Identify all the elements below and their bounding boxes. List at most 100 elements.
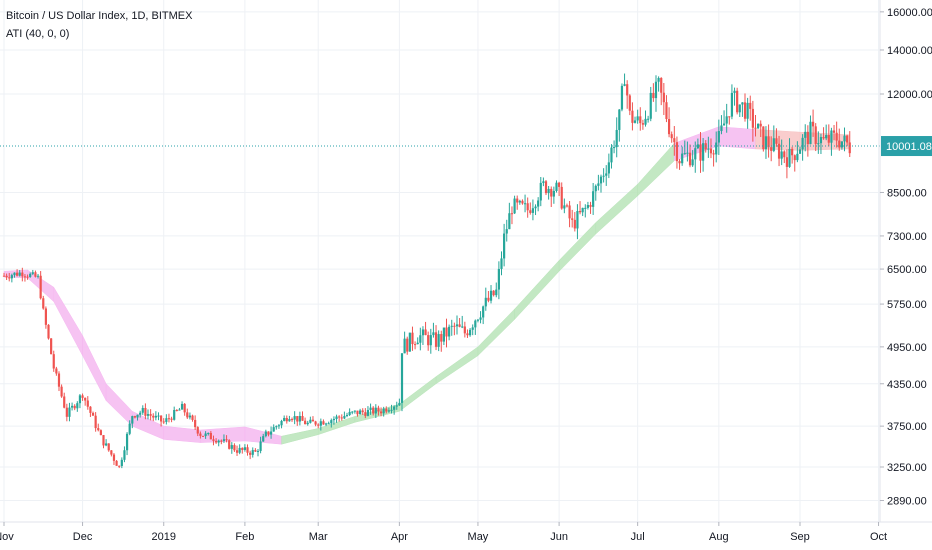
candle <box>141 405 144 415</box>
candle <box>450 319 453 336</box>
symbol-title: Bitcoin / US Dollar Index, 1D, BITMEX <box>6 10 193 22</box>
candle <box>767 124 770 158</box>
candle <box>81 393 84 401</box>
candle <box>220 439 223 445</box>
candle <box>843 127 846 152</box>
candle <box>403 331 406 354</box>
candle <box>382 406 385 417</box>
candle <box>641 119 644 130</box>
candle <box>175 409 178 412</box>
candle <box>607 153 610 179</box>
candle <box>296 416 299 426</box>
y-tick-label: 12000.00 <box>887 89 932 101</box>
candle <box>50 337 53 355</box>
candle <box>783 150 786 164</box>
candle <box>91 411 95 416</box>
candle <box>801 134 804 161</box>
time-axis[interactable]: Nov Dec 2019 Feb Mar Apr May Jun Jul Aug Sep Oct <box>0 522 887 543</box>
candle <box>563 198 566 214</box>
candle <box>521 199 524 205</box>
candle <box>152 413 155 422</box>
x-tick-label: Dec <box>73 531 93 543</box>
candle <box>437 330 440 352</box>
candle <box>764 126 768 159</box>
candle <box>379 407 383 417</box>
candle <box>105 439 108 447</box>
candle <box>848 131 851 158</box>
candle <box>52 350 55 372</box>
price-axis[interactable]: 16000.00 14000.00 12000.00 10001.08 8500.00 7… <box>880 7 932 508</box>
candle <box>359 408 362 415</box>
candle <box>728 116 731 125</box>
last-price-badge <box>881 136 932 157</box>
x-tick-label: May <box>468 531 489 543</box>
x-tick-label: Nov <box>0 531 14 543</box>
candle <box>730 84 734 120</box>
candle <box>686 141 689 162</box>
ati-band <box>3 126 850 445</box>
candle <box>180 401 184 410</box>
candle <box>314 420 317 427</box>
candle <box>497 261 500 300</box>
y-tick-label: 2890.00 <box>887 496 927 508</box>
candle <box>351 411 354 415</box>
candle <box>324 422 328 427</box>
candle <box>283 415 286 422</box>
candle <box>233 443 236 452</box>
candle <box>293 411 296 425</box>
candle <box>811 109 815 137</box>
candle <box>76 401 79 412</box>
candle <box>290 417 294 422</box>
candle <box>146 409 150 420</box>
candle <box>468 328 472 337</box>
candle <box>620 83 624 112</box>
candle <box>123 446 126 463</box>
candle <box>738 104 741 118</box>
candle <box>139 410 142 418</box>
candle <box>115 460 118 466</box>
candle <box>131 415 134 429</box>
candle <box>133 415 137 419</box>
candle <box>518 199 521 205</box>
band-segment <box>53 286 83 356</box>
candle <box>440 330 443 352</box>
candle <box>238 444 241 455</box>
candle <box>361 408 364 415</box>
candle <box>254 448 257 452</box>
candle <box>594 184 597 201</box>
candle <box>639 107 642 131</box>
candle <box>835 121 838 148</box>
candle <box>39 271 42 300</box>
candle <box>615 117 618 158</box>
candle <box>623 73 626 87</box>
candle <box>398 398 401 406</box>
candle <box>560 182 563 210</box>
candle <box>809 115 812 145</box>
candle <box>225 435 228 443</box>
candle <box>89 406 92 418</box>
candle <box>791 146 794 164</box>
band-segment <box>105 383 133 427</box>
candle <box>565 203 569 208</box>
candle <box>605 165 608 186</box>
candle <box>277 424 281 429</box>
candle <box>777 135 781 167</box>
candle <box>204 431 207 439</box>
candle <box>825 124 828 141</box>
candle <box>558 181 561 197</box>
candle <box>736 87 739 115</box>
band-segment <box>281 428 319 445</box>
x-tick-label: Sep <box>790 531 810 543</box>
candle <box>660 77 663 106</box>
candle <box>762 126 765 152</box>
candle <box>5 273 8 281</box>
candle <box>631 102 634 131</box>
candle <box>194 415 197 431</box>
candle <box>827 124 830 147</box>
candle <box>400 353 404 412</box>
candle <box>36 273 40 279</box>
candle <box>207 432 210 436</box>
candle <box>288 415 291 422</box>
candle <box>832 125 836 141</box>
